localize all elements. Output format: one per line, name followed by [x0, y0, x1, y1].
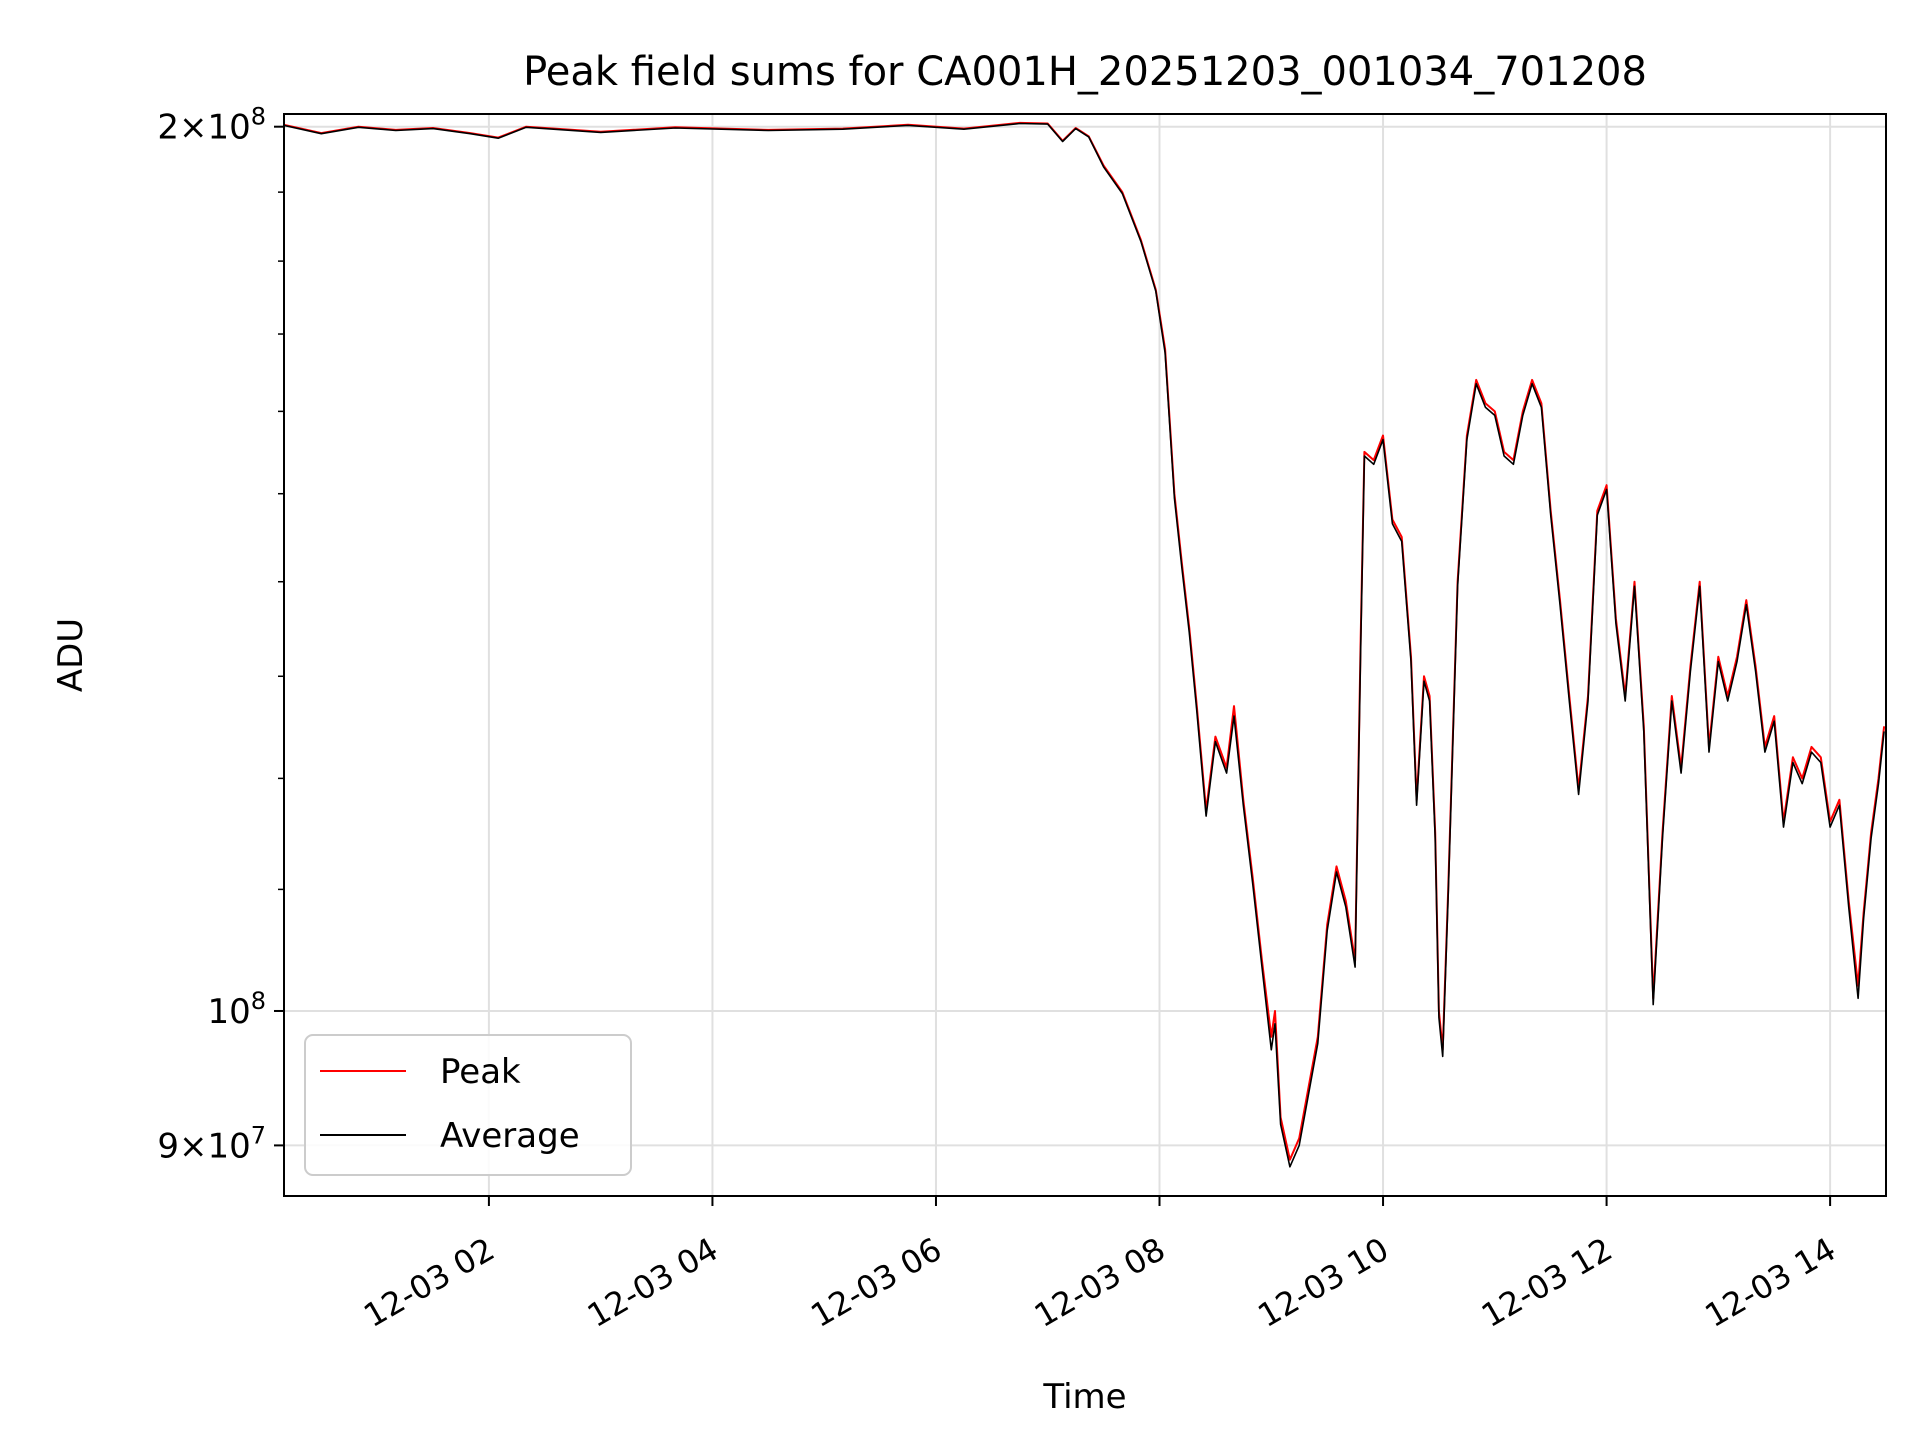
grid-lines: [284, 114, 1886, 1196]
y-axis-label: ADU: [51, 618, 91, 692]
y-tick-exponent: 8: [251, 103, 266, 131]
legend-label-peak: Peak: [440, 1052, 521, 1092]
plot-series: [284, 121, 1886, 1168]
legend: Peak Average: [304, 1034, 632, 1176]
plot-area-frame: [283, 113, 1887, 1197]
series-line-average: [284, 122, 1885, 1168]
legend-label-average: Average: [440, 1116, 580, 1156]
y-tick-exponent: 8: [251, 987, 266, 1015]
y-tick-label: 2×108: [157, 103, 266, 148]
y-tick-label: 9×107: [157, 1121, 266, 1166]
chart-title: Peak field sums for CA001H_20251203_0010…: [523, 49, 1647, 95]
y-tick-exponent: 7: [251, 1121, 266, 1149]
x-axis-label: Time: [1042, 1377, 1126, 1417]
